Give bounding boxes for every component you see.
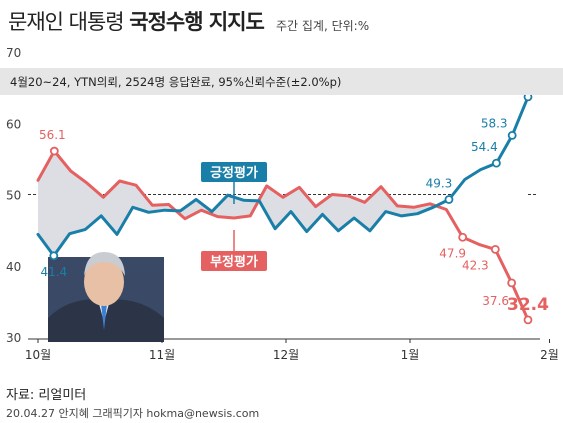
data-label-negative: 47.9 — [439, 246, 466, 260]
data-point-negative — [458, 232, 468, 242]
data-label-negative: 42.3 — [462, 258, 489, 272]
y-tick-label: 40 — [6, 260, 21, 274]
data-point-positive — [49, 251, 59, 261]
legend-positive-box — [201, 162, 267, 182]
credit: 20.04.27 안지혜 그래픽기자 hokma@newsis.com — [6, 407, 260, 420]
gap-fill-right — [439, 96, 528, 320]
data-point-positive — [507, 130, 517, 140]
survey-note-bar: 4월20~24, YTN의뢰, 2524명 응답완료, 95%신뢰수준(±2.0… — [0, 68, 563, 95]
x-tick-label: 11월 — [149, 348, 175, 362]
series-line-negative — [36, 149, 530, 322]
data-label-positive: 49.3 — [426, 176, 453, 190]
data-label-negative: 37.6 — [482, 294, 509, 308]
gap-fill — [38, 96, 528, 320]
data-point-negative — [523, 315, 533, 325]
x-tick-label: 1월 — [401, 348, 420, 362]
survey-note: 4월20~24, YTN의뢰, 2524명 응답완료, 95%신뢰수준(±2.0… — [10, 75, 342, 89]
source: 자료: 리얼미터 — [6, 388, 87, 403]
legend-positive: 긍정평가 — [210, 165, 258, 181]
data-point-positive — [491, 158, 501, 168]
y-tick-label: 30 — [6, 331, 21, 345]
data-label-positive: 54.4 — [471, 140, 498, 154]
data-label-negative: 56.1 — [39, 128, 66, 142]
data-point-positive — [444, 195, 454, 204]
x-tick-label: 10월 — [25, 348, 51, 362]
x-tick-label: 2월 — [540, 348, 559, 362]
data-point-negative — [490, 244, 500, 254]
president-photo — [48, 252, 164, 342]
data-point-negative — [49, 146, 59, 156]
series-line-positive — [36, 95, 530, 258]
legend-negative: 부정평가 — [210, 254, 258, 270]
data-label-positive: 58.3 — [481, 116, 508, 130]
y-tick-label: 60 — [6, 117, 21, 131]
chart-title: 문재인 대통령 국정수행 지지도 — [8, 6, 265, 36]
x-tick-label: 12월 — [273, 348, 299, 362]
unit-note: 주간 집계, 단위:% — [276, 19, 370, 33]
grid: 304050607010월11월12월1월2월3월4월4주 — [6, 46, 559, 362]
title-bold: 국정수행 지지도 — [129, 10, 265, 34]
y-tick-label: 70 — [6, 46, 21, 60]
gap-fill-left — [38, 152, 437, 256]
data-point-negative — [507, 278, 517, 288]
legend-negative-box — [201, 251, 267, 271]
data-label-negative: 32.4 — [507, 295, 549, 315]
data-label-positive: 41.4 — [40, 265, 67, 279]
title-normal: 문재인 대통령 — [8, 10, 125, 34]
y-tick-label: 50 — [6, 189, 21, 203]
